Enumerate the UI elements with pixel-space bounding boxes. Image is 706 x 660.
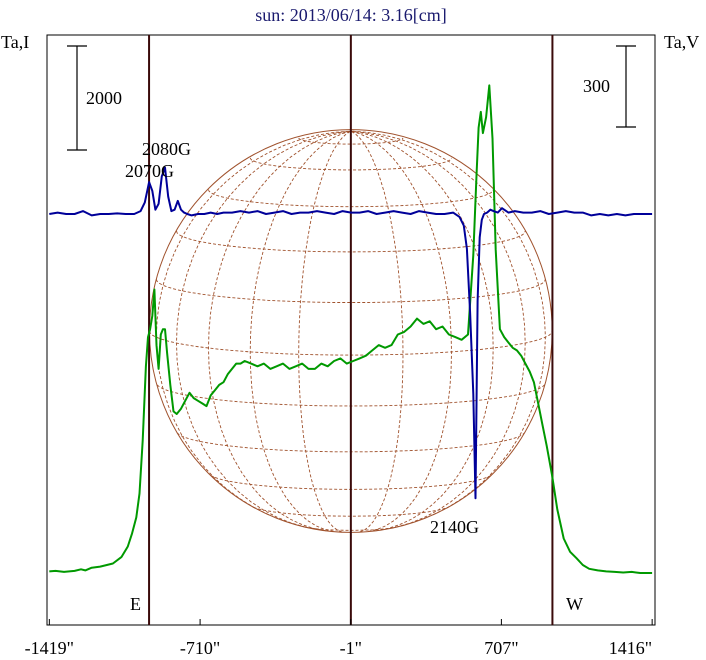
left-scale-label: 2000: [86, 88, 122, 108]
disk-longitude-line: [350, 130, 452, 532]
annotation-2080g: 2080G: [142, 139, 191, 159]
disk-longitude-line: [176, 130, 351, 528]
right-axis-label: Ta,V: [664, 32, 699, 52]
right-scale-bar: 300: [583, 45, 636, 128]
x-tick-label: 707": [484, 638, 518, 658]
left-scale-bar: 2000: [67, 45, 122, 151]
disk-longitude-line: [155, 130, 351, 516]
west-limb-label: W: [566, 594, 583, 614]
series-line-ta-i: [49, 84, 653, 574]
disk-longitude-line: [249, 130, 352, 532]
series-line-ta-v: [49, 166, 653, 500]
disk-longitude-line: [298, 130, 352, 533]
annotation-2070g: 2070G: [125, 161, 174, 181]
annotation-2140g: 2140G: [430, 517, 479, 537]
x-tick-label: 1416": [609, 638, 652, 658]
disk-longitude-line: [350, 130, 546, 516]
x-tick-label: -710": [180, 638, 220, 658]
disk-latitude-line: [253, 506, 449, 517]
disk-longitude-line: [208, 130, 351, 532]
right-scale-label: 300: [583, 76, 610, 96]
east-limb-label: E: [130, 594, 141, 614]
disk-longitude-line: [350, 130, 494, 532]
disk-longitude-line: [350, 130, 526, 528]
data-series: [49, 84, 653, 574]
x-axis-ticks: -1419" -710" -1" 707" 1416": [25, 619, 653, 658]
left-axis-label: Ta,I: [1, 32, 29, 52]
x-tick-label: -1419": [25, 638, 74, 658]
disk-longitude-line: [350, 130, 404, 533]
chart-title: sun: 2013/06/14: 3.16[cm]: [255, 5, 447, 25]
x-tick-label: -1": [340, 638, 362, 658]
